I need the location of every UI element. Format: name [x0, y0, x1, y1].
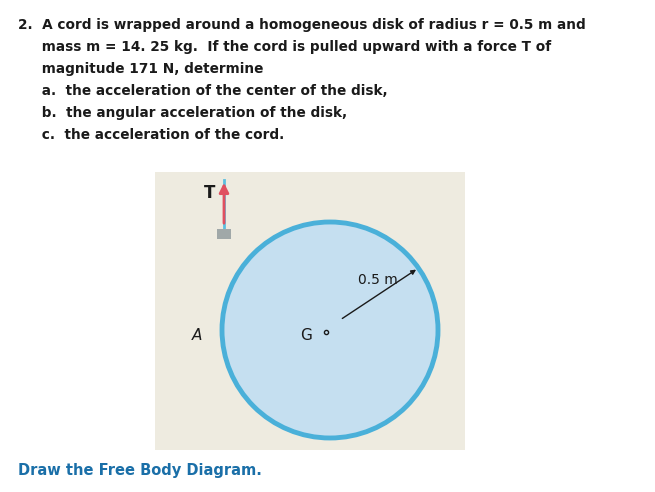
Text: b.  the angular acceleration of the disk,: b. the angular acceleration of the disk, — [18, 106, 347, 120]
Text: G: G — [300, 328, 312, 342]
Text: mass m = 14. 25 kg.  If the cord is pulled upward with a force T of: mass m = 14. 25 kg. If the cord is pulle… — [18, 40, 552, 54]
Bar — [217, 229, 231, 239]
Text: 0.5 m: 0.5 m — [358, 273, 398, 287]
Text: magnitude 171 N, determine: magnitude 171 N, determine — [18, 62, 263, 76]
Text: 2.  A cord is wrapped around a homogeneous disk of radius r = 0.5 m and: 2. A cord is wrapped around a homogeneou… — [18, 18, 586, 32]
Text: T: T — [204, 184, 215, 202]
Text: A: A — [192, 328, 202, 342]
Text: c.  the acceleration of the cord.: c. the acceleration of the cord. — [18, 128, 284, 142]
Bar — [155, 172, 465, 450]
Circle shape — [222, 222, 438, 438]
Text: Draw the Free Body Diagram.: Draw the Free Body Diagram. — [18, 463, 262, 478]
Text: a.  the acceleration of the center of the disk,: a. the acceleration of the center of the… — [18, 84, 388, 98]
